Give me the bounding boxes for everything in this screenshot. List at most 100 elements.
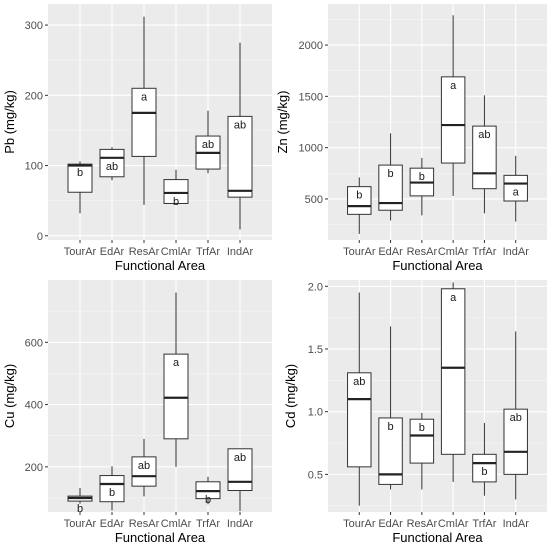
group-letter: b — [356, 190, 362, 202]
group-letter: b — [388, 421, 394, 433]
box-body — [409, 418, 435, 464]
x-tick-label: ResAr — [129, 518, 160, 530]
x-axis-title: Functional Area — [115, 530, 206, 545]
box-TourAr: ab — [347, 292, 372, 506]
box-body — [347, 186, 372, 215]
y-tick-label: 400 — [25, 400, 43, 412]
group-letter: ab — [234, 452, 246, 464]
x-tick-label: TourAr — [64, 246, 97, 258]
box-body — [163, 179, 189, 204]
x-tick-label: EdAr — [378, 518, 403, 530]
x-tick-label: CmlAr — [161, 518, 192, 530]
box-EdAr: ab — [99, 147, 125, 181]
x-tick-label: CmlAr — [438, 518, 469, 530]
box-body — [440, 76, 466, 164]
box-EdAr: b — [378, 326, 403, 490]
group-letter: a — [513, 187, 520, 199]
group-letter: a — [450, 292, 457, 304]
y-tick-label: 2000 — [299, 40, 323, 52]
group-letter: a — [173, 357, 180, 369]
box-CmlAr: b — [163, 169, 189, 208]
x-tick-label: TourAr — [64, 518, 97, 530]
y-tick-label: 200 — [25, 90, 43, 102]
box-body — [67, 163, 93, 193]
box-body — [99, 148, 125, 178]
group-letter: ab — [478, 129, 490, 141]
box-TrfAr: b — [472, 422, 497, 496]
group-letter: b — [419, 422, 425, 434]
box-IndAr: ab — [503, 331, 528, 500]
x-tick-label: IndAr — [227, 518, 254, 530]
group-letter: b — [77, 503, 83, 515]
group-letter: b — [77, 167, 83, 179]
box-TrfAr: ab — [472, 95, 497, 214]
group-letter: b — [173, 196, 179, 208]
box-TourAr: b — [347, 177, 372, 234]
group-letter: b — [419, 171, 425, 183]
group-letter: a — [141, 91, 148, 103]
x-axis-title: Functional Area — [392, 258, 483, 273]
box-CmlAr: a — [440, 15, 466, 196]
group-letter: ab — [234, 119, 246, 131]
group-letter: ab — [138, 460, 150, 472]
group-letter: ab — [202, 139, 214, 151]
panel-2: 500 1000 1500 2000 b b b a ab a TourAr EdAr ResAr Cml… — [275, 4, 547, 273]
group-letter: a — [450, 80, 457, 92]
y-tick-label: 1.5 — [308, 344, 323, 356]
y-tick-label: 0 — [37, 231, 43, 243]
box-ResAr: b — [409, 412, 435, 490]
box-ResAr: b — [409, 157, 435, 216]
x-tick-label: TrfAr — [472, 518, 496, 530]
group-letter: b — [481, 466, 487, 478]
group-letter: b — [109, 487, 115, 499]
box-body — [99, 475, 125, 503]
box-ResAr: ab — [131, 438, 157, 497]
x-tick-label: TrfAr — [196, 246, 220, 258]
y-tick-label: 0.5 — [308, 469, 323, 481]
x-tick-label: EdAr — [100, 246, 125, 258]
x-tick-label: EdAr — [100, 518, 125, 530]
box-body — [347, 372, 372, 468]
box-body — [378, 417, 403, 485]
group-letter: ab — [510, 412, 522, 424]
x-axis-title: Functional Area — [392, 530, 483, 545]
box-body — [440, 288, 466, 455]
group-letter: ab — [106, 161, 118, 173]
group-letter: ab — [353, 376, 365, 388]
x-tick-label: CmlAr — [438, 246, 469, 258]
x-tick-label: TrfAr — [472, 246, 496, 258]
y-tick-label: 100 — [25, 161, 43, 173]
y-tick-label: 300 — [25, 20, 43, 32]
box-TourAr: b — [67, 161, 93, 214]
box-body — [503, 174, 528, 202]
group-letter: b — [388, 168, 394, 180]
x-tick-label: EdAr — [378, 246, 403, 258]
x-tick-label: IndAr — [503, 518, 530, 530]
box-IndAr: a — [503, 155, 528, 222]
box-body — [472, 453, 497, 483]
box-body — [503, 408, 528, 475]
y-axis-title: Pb (mg/kg) — [2, 90, 17, 154]
x-tick-label: CmlAr — [161, 246, 192, 258]
y-axis-title: Zn (mg/kg) — [275, 91, 290, 154]
y-tick-label: 600 — [25, 337, 43, 349]
box-body — [163, 353, 189, 440]
y-tick-label: 500 — [305, 194, 323, 206]
y-tick-label: 1500 — [299, 91, 323, 103]
y-tick-label: 2.0 — [308, 281, 323, 293]
y-tick-label: 1.0 — [308, 407, 323, 419]
x-tick-label: IndAr — [503, 246, 530, 258]
x-tick-label: TourAr — [343, 518, 376, 530]
y-axis-title: Cd (mg/kg) — [283, 364, 298, 428]
box-CmlAr: a — [440, 282, 466, 482]
y-axis-title: Cu (mg/kg) — [2, 364, 17, 428]
box-IndAr: ab — [227, 448, 253, 512]
box-body — [227, 115, 253, 198]
box-CmlAr: a — [163, 292, 189, 467]
box-body — [131, 456, 157, 487]
y-tick-label: 1000 — [299, 143, 323, 155]
x-tick-label: TourAr — [343, 246, 376, 258]
x-tick-label: ResAr — [407, 246, 438, 258]
